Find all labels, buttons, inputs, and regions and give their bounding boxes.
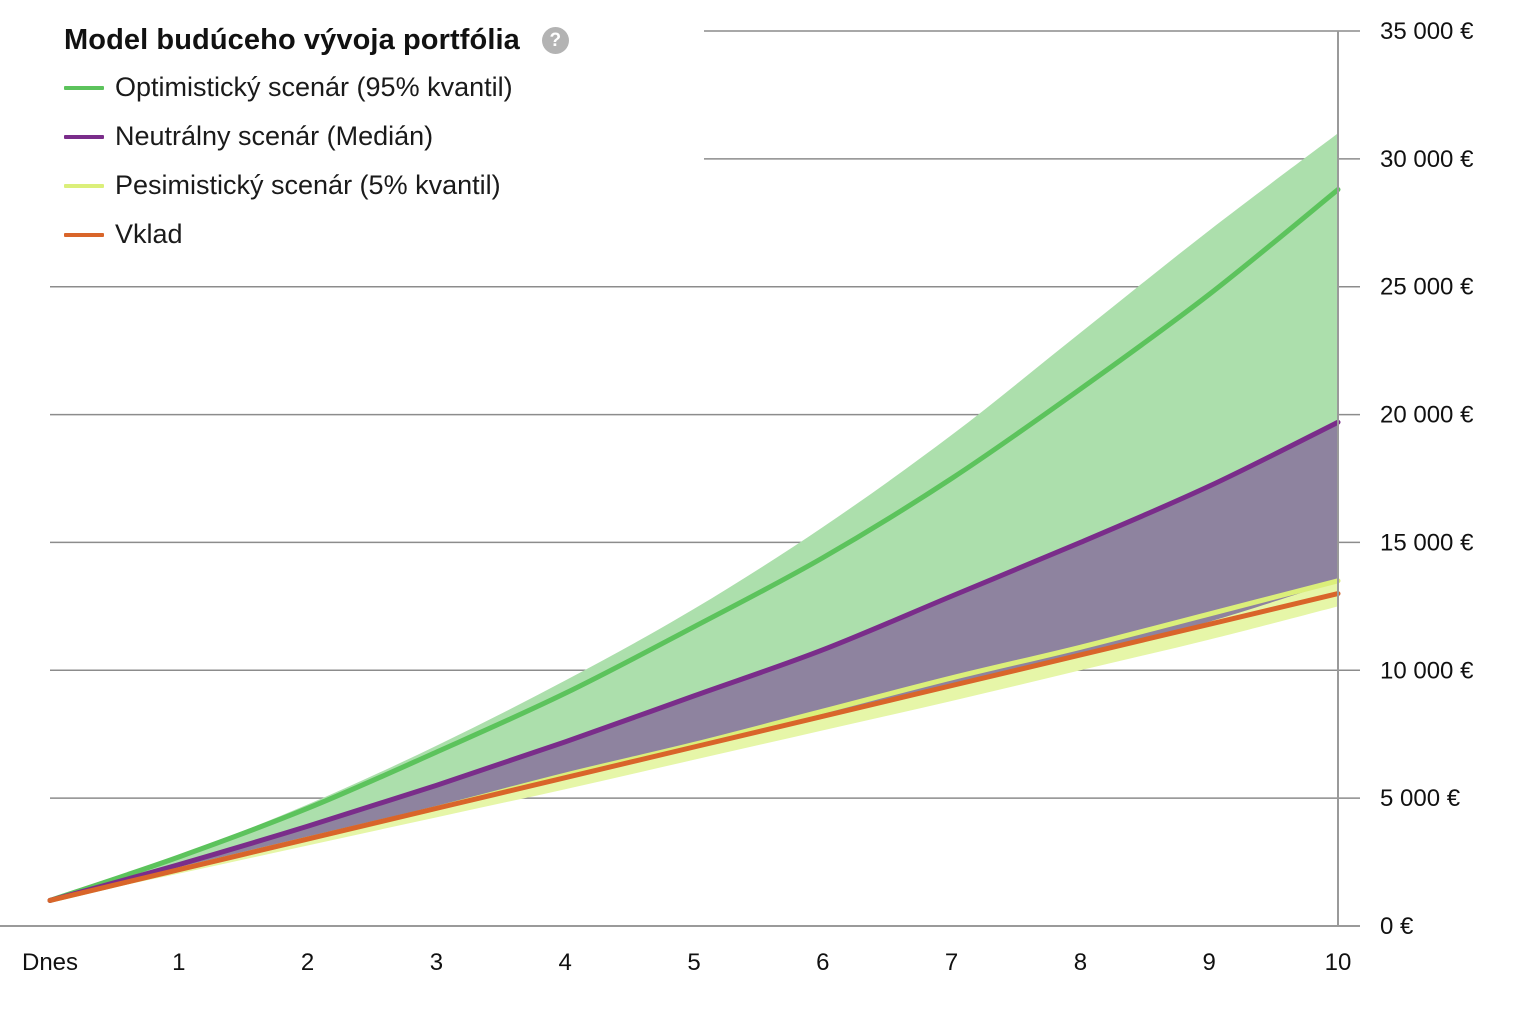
x-tick-label: 7 [945, 949, 958, 976]
band-optimistic [50, 133, 1338, 901]
legend-label-neutral: Neutrálny scenár (Medián) [115, 121, 434, 151]
x-tick-label: 6 [816, 949, 829, 976]
legend-title-row: Model budúceho vývoja portfólia ? [64, 24, 569, 57]
legend-label-optimistic: Optimistický scenár (95% kvantil) [115, 72, 513, 102]
legend-item-neutral: Neutrálny scenár (Medián) [64, 112, 569, 161]
question-circle-icon[interactable]: ? [541, 27, 569, 54]
y-tick-label: 25 000 € [1380, 274, 1474, 301]
x-tick-label: Dnes [22, 949, 78, 976]
y-tick-label: 20 000 € [1380, 402, 1474, 429]
legend-swatch-pessimistic [64, 183, 104, 188]
legend-label-deposit: Vklad [115, 219, 183, 249]
legend-swatch-deposit [64, 232, 104, 237]
line-neutral [47, 419, 1341, 903]
line-deposit [47, 591, 1341, 903]
y-tick-label: 10 000 € [1380, 657, 1474, 684]
x-tick-label: 4 [559, 949, 572, 976]
legend-item-optimistic: Optimistický scenár (95% kvantil) [64, 63, 569, 112]
grid-lines [50, 30, 1360, 799]
scenario-lines [47, 187, 1341, 903]
y-tick-label: 15 000 € [1380, 529, 1474, 556]
scenario-bands [50, 133, 1338, 901]
legend-label-pessimistic: Pesimistický scenár (5% kvantil) [115, 170, 501, 200]
chart-title: Model budúceho vývoja portfólia [64, 24, 520, 56]
x-tick-label: 1 [172, 949, 185, 976]
x-tick-label: 10 [1325, 949, 1352, 976]
line-optimistic [47, 187, 1341, 903]
legend-swatch-optimistic [64, 85, 104, 90]
y-tick-label: 35 000 € [1380, 18, 1474, 45]
x-tick-label: 2 [301, 949, 314, 976]
legend-item-deposit: Vklad [64, 210, 569, 259]
legend-swatch-neutral [64, 134, 104, 139]
y-tick-label: 30 000 € [1380, 146, 1474, 173]
y-tick-label: 5 000 € [1380, 785, 1461, 812]
y-tick-label: 0 € [1380, 913, 1414, 940]
legend-item-pessimistic: Pesimistický scenár (5% kvantil) [64, 161, 569, 210]
chart-legend: Model budúceho vývoja portfólia ? Optimi… [64, 24, 569, 259]
x-tick-labels: Dnes 1 2 3 4 5 6 7 8 9 10 [22, 949, 1351, 976]
x-tick-label: 9 [1203, 949, 1216, 976]
x-tick-label: 8 [1074, 949, 1087, 976]
x-tick-label: 3 [430, 949, 443, 976]
y-tick-labels: 0 € 5 000 € 10 000 € 15 000 € 20 000 € 25 000… [1380, 18, 1474, 940]
x-tick-label: 5 [687, 949, 700, 976]
